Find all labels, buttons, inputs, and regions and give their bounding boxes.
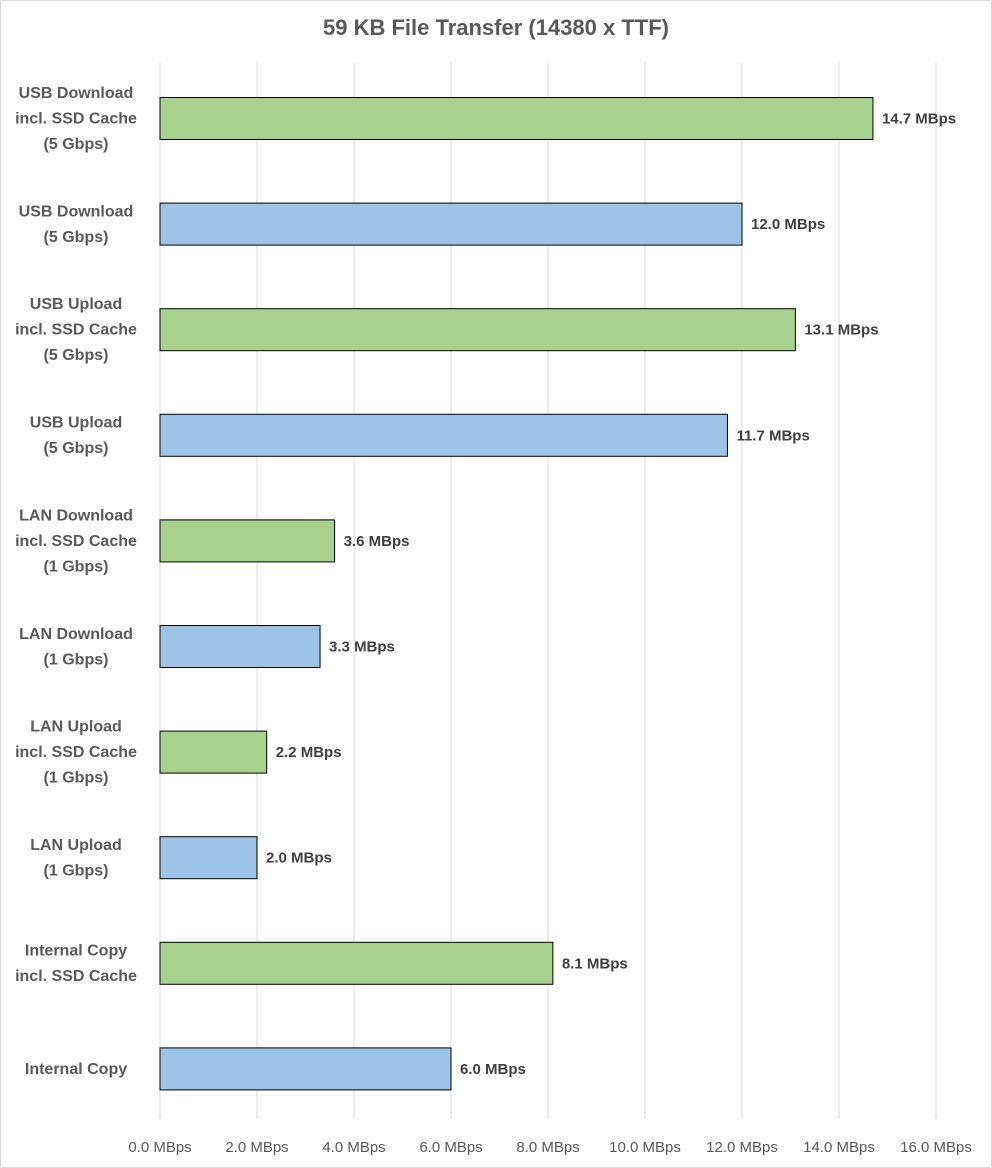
bar	[159, 519, 336, 563]
data-label: 2.2 MBps	[276, 744, 342, 761]
category-label: (5 Gbps)	[44, 136, 109, 153]
category-label: (1 Gbps)	[44, 862, 109, 879]
category-label: incl. SSD Cache	[15, 322, 137, 339]
category-label: (5 Gbps)	[44, 229, 109, 246]
x-tick-label: 12.0 MBps	[706, 1139, 778, 1156]
category-label: USB Upload	[30, 415, 122, 432]
category-label: incl. SSD Cache	[15, 111, 137, 128]
category-label: (1 Gbps)	[44, 770, 109, 787]
x-tick-label: 16.0 MBps	[900, 1139, 972, 1156]
category-label: USB Download	[19, 203, 134, 220]
category-label: (1 Gbps)	[44, 651, 109, 668]
bar	[159, 730, 268, 774]
bar	[159, 1047, 452, 1091]
category-label: (5 Gbps)	[44, 440, 109, 457]
data-label: 6.0 MBps	[460, 1061, 526, 1078]
bar	[159, 941, 554, 985]
bar	[159, 836, 258, 880]
bar	[159, 625, 321, 668]
data-label: 3.3 MBps	[329, 639, 395, 656]
category-label: USB Download	[19, 85, 134, 102]
data-label: 11.7 MBps	[736, 427, 809, 444]
x-tick-label: 6.0 MBps	[419, 1139, 482, 1156]
x-tick-label: 0.0 MBps	[128, 1139, 191, 1156]
category-label: LAN Download	[19, 626, 133, 643]
category-label: Internal Copy	[25, 943, 127, 960]
bar	[159, 202, 743, 246]
data-label: 3.6 MBps	[344, 533, 410, 550]
data-label: 13.1 MBps	[804, 322, 878, 339]
data-label: 12.0 MBps	[751, 216, 825, 233]
category-label: (5 Gbps)	[44, 347, 109, 364]
category-label: incl. SSD Cache	[15, 968, 137, 985]
data-label: 14.7 MBps	[882, 111, 956, 128]
bar	[159, 97, 874, 140]
category-label: USB Upload	[30, 296, 122, 313]
bar	[159, 308, 796, 352]
x-tick-label: 14.0 MBps	[803, 1139, 875, 1156]
data-label: 8.1 MBps	[562, 955, 628, 972]
data-label: 2.0 MBps	[266, 850, 332, 867]
category-label: incl. SSD Cache	[15, 744, 137, 761]
bar	[159, 413, 728, 457]
category-label: LAN Upload	[30, 719, 122, 736]
category-label: incl. SSD Cache	[15, 533, 137, 550]
category-label: LAN Upload	[30, 837, 122, 854]
chart-title: 59 KB File Transfer (14380 x TTF)	[322, 15, 670, 40]
category-label: (1 Gbps)	[44, 558, 109, 575]
x-tick-label: 10.0 MBps	[609, 1139, 681, 1156]
x-tick-label: 4.0 MBps	[322, 1139, 385, 1156]
category-label: Internal Copy	[25, 1061, 127, 1078]
x-tick-label: 2.0 MBps	[225, 1139, 288, 1156]
x-tick-label: 8.0 MBps	[516, 1139, 579, 1156]
category-label: LAN Download	[19, 507, 133, 524]
